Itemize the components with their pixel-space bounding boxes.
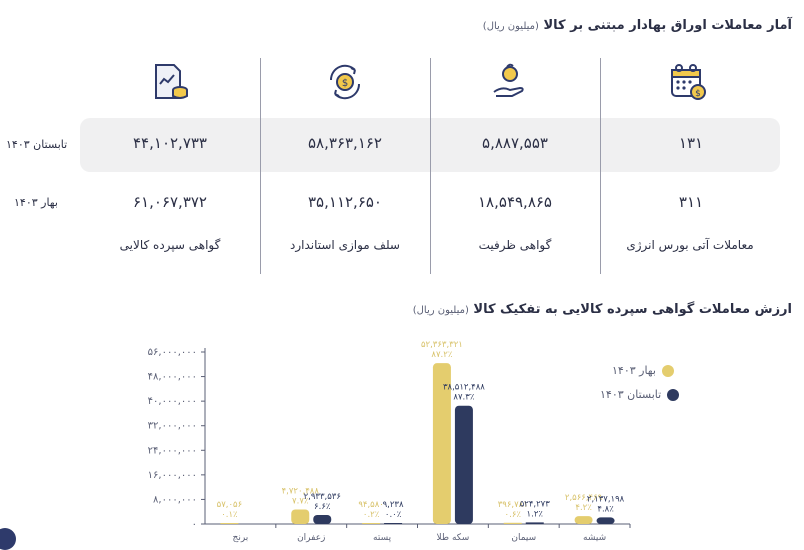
data-label-value: ۲,۵۶۶,۴۶۹ (565, 493, 603, 503)
data-label-share: ۰.۲٪ (363, 510, 380, 520)
column-divider (600, 58, 601, 274)
bar-summer (384, 523, 403, 524)
svg-text:$: $ (695, 89, 701, 99)
category-standard-parallel-salaf: سلف موازی استاندارد (289, 238, 400, 252)
legend-summer: تابستان ۱۴۰۳ (600, 388, 680, 401)
data-label-value: ۵۲۴,۲۷۳ (520, 499, 551, 509)
y-tick-label: ۲۴,۰۰۰,۰۰۰ (148, 445, 197, 456)
data-label-share: ۰.۰٪ (385, 510, 402, 520)
spring-value-capacity-certificate: ۱۸,۵۴۹,۸۶۵ (478, 193, 552, 211)
bar-spring (220, 523, 239, 524)
calendar-dollar-icon: $ (671, 64, 706, 100)
chart-title-text: ارزش معاملات گواهی سپرده کالایی به تفکیک… (473, 302, 792, 317)
stats-title: آمار معاملات اوراق بهادار مبتنی بر کالا … (483, 18, 792, 33)
data-label-share: ۰.۱٪ (221, 510, 238, 520)
y-tick-label: ۱۶,۰۰۰,۰۰۰ (148, 470, 197, 481)
data-label-share: ۴.۸٪ (597, 504, 614, 514)
chart-title: ارزش معاملات گواهی سپرده کالایی به تفکیک… (413, 302, 792, 317)
data-label-share: ۶.۶٪ (314, 502, 331, 512)
summer-value-standard-parallel-salaf: ۵۸,۳۶۳,۱۶۲ (308, 134, 382, 152)
legend-spring-label: بهار ۱۴۰۳ (612, 364, 656, 377)
stats-title-unit: (میلیون ریال) (482, 21, 539, 32)
y-tick-label: ۰ (192, 519, 197, 530)
x-tick-label: برنج (233, 533, 249, 543)
data-label-value: ۲,۱۳۷,۱۹۸ (587, 494, 625, 504)
x-tick-label: زعفران (297, 533, 325, 543)
bar-summer (454, 405, 473, 524)
chart-title-unit: (میلیون ریال) (412, 305, 469, 316)
summer-value-commodity-deposit: ۴۴,۱۰۲,۷۳۳ (133, 134, 207, 152)
legend-spring-swatch (661, 365, 674, 377)
bar-summer (596, 517, 615, 524)
y-tick-label: ۴۸,۰۰۰,۰۰۰ (148, 372, 197, 383)
data-label-value: ۹,۲۳۸ (383, 500, 404, 510)
data-label-share: ۱.۲٪ (527, 509, 544, 519)
data-label-value: ۳۸,۵۱۲,۴۸۸ (443, 383, 485, 393)
hand-sprout-coin-icon (493, 63, 524, 97)
dollar-exchange-icon: $ (329, 64, 361, 100)
row-label-summer: تابستان ۱۴۰۳ (6, 138, 68, 151)
data-label-value: ۵۲,۳۶۳,۳۲۱ (421, 340, 463, 350)
data-label-share: ۰.۶٪ (505, 510, 522, 520)
bar-spring (291, 509, 310, 524)
corner-logo (0, 528, 16, 550)
column-divider (430, 58, 431, 274)
bar-spring (503, 522, 522, 524)
commodity-bar-chart: ۰ ۸,۰۰۰,۰۰۰ ۱۶,۰۰۰,۰۰۰ ۲۴,۰۰۰,۰۰۰ ۳۲,۰۰۰,۰۰۰… (148, 340, 631, 543)
legend-spring: بهار ۱۴۰۳ (612, 364, 674, 377)
data-label-value: ۹۴,۵۸۰ (358, 500, 384, 510)
summer-value-energy-futures: ۱۳۱ (678, 134, 704, 152)
data-label-value: ۲,۹۳۳,۵۳۶ (304, 492, 341, 502)
y-tick-label: ۵۶,۰۰۰,۰۰۰ (148, 347, 197, 358)
legend-summer-swatch (667, 389, 680, 401)
row-label-spring: بهار ۱۴۰۳ (14, 196, 58, 209)
x-tick-label: سیمان (511, 533, 536, 543)
data-label-value: ۴,۷۲۰,۴۸۸ (282, 487, 320, 497)
x-tick-label: پسته (373, 533, 392, 543)
data-label-share: ۸۷.۲٪ (431, 350, 452, 360)
category-energy-futures: معاملات آتی بورس انرژی (626, 238, 754, 252)
bar-spring (362, 523, 381, 524)
category-commodity-deposit: گواهی سپرده کالایی (119, 238, 221, 252)
spring-value-standard-parallel-salaf: ۳۵,۱۱۲,۶۵۰ (308, 193, 382, 211)
spring-value-commodity-deposit: ۶۱,۰۶۷,۳۷۲ (133, 193, 207, 211)
stats-title-text: آمار معاملات اوراق بهادار مبتنی بر کالا (543, 18, 792, 33)
x-tick-label: سکه طلا (437, 533, 470, 543)
y-tick-label: ۳۲,۰۰۰,۰۰۰ (148, 421, 197, 432)
data-label-value: ۵۷,۰۵۶ (217, 500, 243, 510)
data-label-share: ۸۷.۳٪ (453, 393, 474, 403)
bar-spring (574, 516, 593, 524)
legend-summer-label: تابستان ۱۴۰۳ (600, 388, 662, 401)
x-tick-label: شیشه (583, 533, 606, 543)
data-label-share: ۷.۷٪ (292, 497, 309, 507)
document-coins-icon (155, 64, 188, 99)
data-label-value: ۳۹۶,۷۸۱ (498, 500, 528, 510)
bar-summer (525, 522, 544, 524)
data-label-share: ۴.۲٪ (575, 503, 592, 513)
category-capacity-certificate: گواهی ظرفیت (478, 238, 552, 252)
spring-value-energy-futures: ۳۱۱ (678, 193, 704, 211)
summer-value-capacity-certificate: ۵,۸۸۷,۵۵۳ (482, 134, 548, 152)
column-divider (260, 58, 261, 274)
y-tick-label: ۸,۰۰۰,۰۰۰ (153, 494, 197, 505)
y-tick-label: ۴۰,۰۰۰,۰۰۰ (148, 396, 197, 407)
svg-text:$: $ (342, 78, 348, 89)
bar-summer (313, 514, 332, 524)
bar-spring (432, 363, 451, 524)
